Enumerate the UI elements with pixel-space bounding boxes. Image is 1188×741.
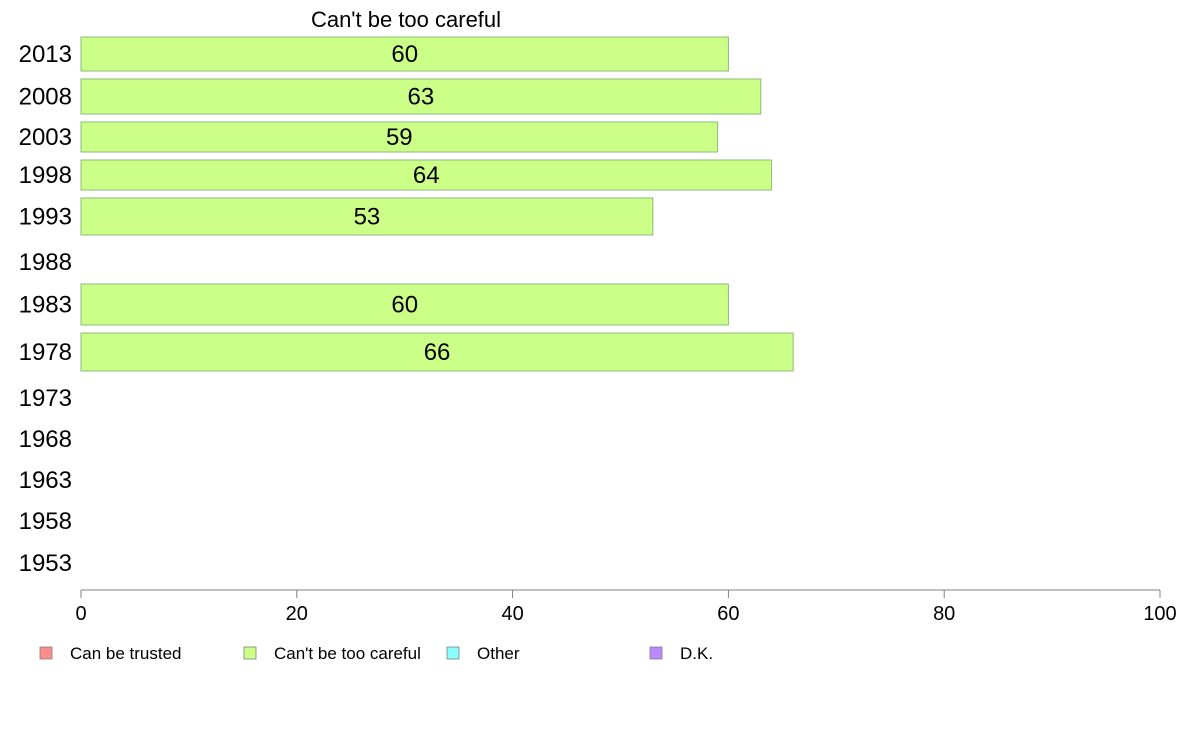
y-tick-label: 1988: [19, 249, 72, 276]
legend-item: Other: [446, 644, 520, 663]
y-tick-label: 2013: [19, 41, 72, 68]
bar: [80, 121, 719, 153]
x-tick-label: 20: [286, 603, 308, 625]
bar-value-label: 66: [424, 339, 451, 366]
y-tick-label: 1993: [19, 204, 72, 231]
x-tick-label: 80: [933, 603, 955, 625]
bar: [80, 78, 762, 115]
bar: [80, 159, 773, 191]
bar-value-label: 64: [413, 162, 440, 189]
y-tick-label: 1983: [19, 292, 72, 319]
legend-item: Can be trusted: [39, 644, 182, 663]
bar-value-label: 60: [391, 292, 418, 319]
legend-item: Can't be too careful: [243, 644, 421, 663]
bar: [80, 197, 654, 236]
y-tick-labels: 2013 2008 2003 1998 1993 1988 1983 1978 1973 1968…: [19, 41, 72, 577]
bar: [80, 36, 729, 72]
y-tick-label: 1953: [19, 550, 72, 577]
bar-value-label: 63: [408, 84, 435, 111]
y-tick-label: 1978: [19, 339, 72, 366]
bar: [80, 332, 794, 372]
x-axis: 0 20 40 60 80 100: [75, 589, 1177, 625]
bar: [80, 283, 729, 326]
legend: Can be trusted Can't be too careful Other D…: [39, 644, 713, 663]
bar-value-label: 59: [386, 124, 413, 151]
legend-swatch: [649, 646, 663, 660]
y-tick-label: 1958: [19, 508, 72, 535]
legend-swatch: [39, 646, 53, 660]
x-tick-label: 60: [717, 603, 739, 625]
legend-label: Other: [477, 644, 520, 663]
chart-title: Can't be too careful: [311, 7, 501, 32]
legend-label: D.K.: [680, 644, 713, 663]
legend-label: Can't be too careful: [274, 644, 421, 663]
bar-value-label: 60: [391, 41, 418, 68]
y-tick-label: 2003: [19, 124, 72, 151]
y-tick-label: 1968: [19, 426, 72, 453]
y-tick-label: 2008: [19, 84, 72, 111]
y-tick-label: 1998: [19, 162, 72, 189]
y-tick-label: 1963: [19, 467, 72, 494]
legend-swatch: [243, 646, 257, 660]
x-tick-label: 40: [501, 603, 523, 625]
x-tick-label: 100: [1143, 603, 1176, 625]
legend-swatch: [446, 646, 460, 660]
x-tick-label: 0: [75, 603, 86, 625]
bar-value-label: 53: [354, 204, 381, 231]
y-tick-label: 1973: [19, 385, 72, 412]
legend-label: Can be trusted: [70, 644, 182, 663]
legend-item: D.K.: [649, 644, 713, 663]
